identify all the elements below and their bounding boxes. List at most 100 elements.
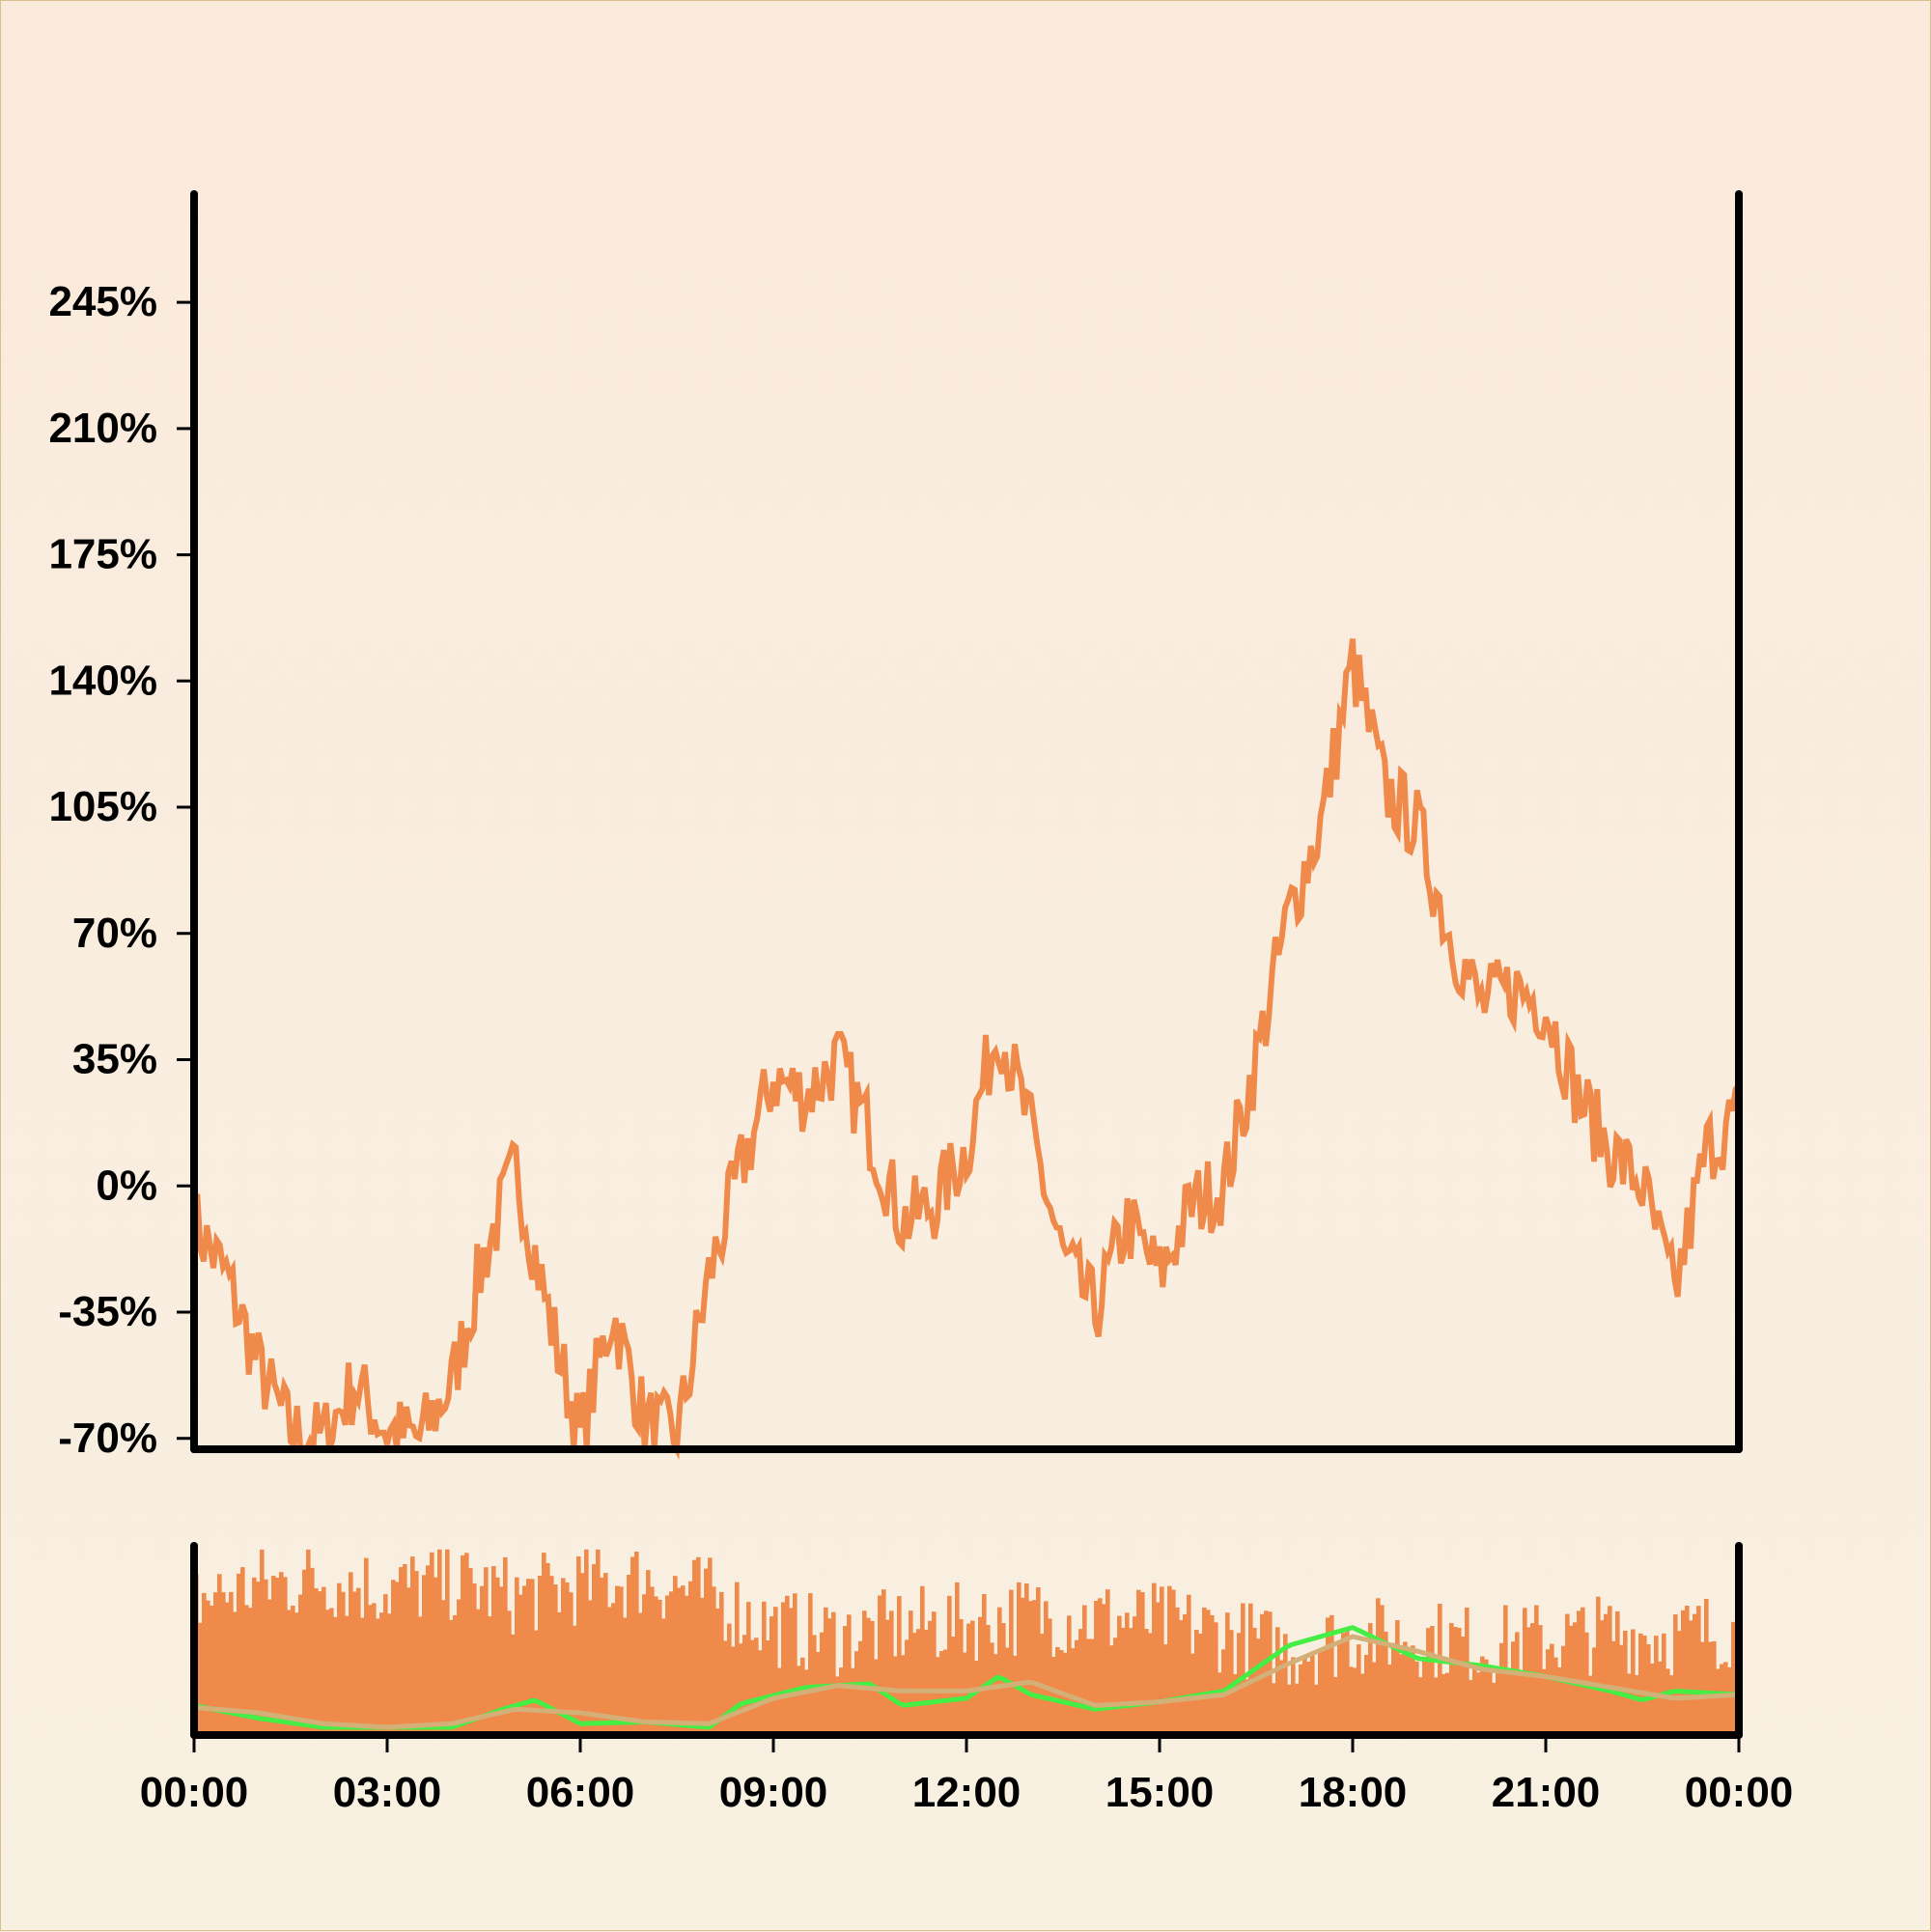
volume-bar [862, 1610, 867, 1735]
volume-bar [1577, 1610, 1581, 1735]
volume-bar [1140, 1592, 1145, 1735]
volume-bar [615, 1585, 620, 1735]
volume-bar [739, 1643, 743, 1735]
volume-bar [889, 1610, 894, 1735]
volume-bar [592, 1564, 597, 1735]
volume-bar [808, 1593, 813, 1735]
volume-bar [1202, 1607, 1207, 1735]
volume-bar [1094, 1601, 1099, 1735]
volume-bar [654, 1596, 658, 1735]
volume-bar [1414, 1661, 1419, 1735]
volume-bar [839, 1667, 844, 1735]
volume-bar [800, 1657, 805, 1735]
volume-bar [248, 1608, 253, 1735]
volume-bar [546, 1562, 550, 1735]
volume-bar [1727, 1666, 1732, 1735]
volume-bar [1090, 1638, 1095, 1735]
volume-bar [434, 1577, 438, 1735]
volume-bar [1403, 1641, 1408, 1735]
volume-bar [1376, 1598, 1381, 1735]
volume-bar [1438, 1604, 1442, 1735]
volume-bar [287, 1610, 292, 1735]
volume-bar [1013, 1655, 1018, 1735]
volume-bar [1044, 1601, 1049, 1735]
volume-bar [403, 1564, 407, 1735]
volume-bar [1198, 1634, 1203, 1735]
volume-bar [1214, 1622, 1218, 1735]
y-tick-label: 140% [48, 657, 157, 704]
volume-bar [1075, 1639, 1079, 1735]
volume-bar [1345, 1627, 1350, 1735]
volume-bar [557, 1611, 562, 1735]
volume-bar [1712, 1640, 1717, 1735]
volume-bar [1476, 1672, 1481, 1735]
volume-bar [1604, 1613, 1609, 1735]
volume-bar [1704, 1599, 1709, 1735]
volume-bar [658, 1599, 662, 1735]
volume-bar [1314, 1684, 1319, 1735]
volume-bar [1241, 1603, 1245, 1735]
volume-bar [1133, 1616, 1137, 1735]
volume-bar [430, 1552, 434, 1735]
volume-bar [1681, 1610, 1686, 1735]
volume-bar [951, 1637, 956, 1735]
volume-bar [596, 1549, 601, 1735]
volume-bar [824, 1607, 828, 1735]
x-tick-label: 12:00 [912, 1769, 1021, 1816]
volume-bar [333, 1616, 338, 1735]
volume-bar [1449, 1623, 1454, 1735]
volume-bar [495, 1577, 500, 1735]
volume-bar [1082, 1605, 1087, 1735]
volume-bar [1472, 1666, 1477, 1735]
volume-bar [708, 1557, 713, 1735]
volume-bar [959, 1619, 964, 1735]
volume-bar [1233, 1673, 1238, 1735]
volume-bar [688, 1581, 693, 1735]
volume-bar [1546, 1649, 1551, 1735]
volume-bar [1217, 1672, 1222, 1735]
volume-bar [770, 1616, 774, 1735]
volume-bar [1086, 1638, 1091, 1735]
volume-bar [963, 1652, 967, 1735]
volume-bar [1105, 1589, 1110, 1735]
y-tick-label: 70% [72, 910, 157, 957]
volume-bar [797, 1666, 801, 1735]
volume-bar [630, 1556, 635, 1735]
volume-bar [1187, 1594, 1191, 1735]
volume-bar [1194, 1630, 1199, 1735]
volume-bar [789, 1608, 794, 1735]
volume-bar [685, 1595, 689, 1735]
volume-bar [773, 1607, 778, 1735]
volume-bar [383, 1594, 388, 1735]
volume-bar [642, 1594, 647, 1735]
volume-bar [318, 1591, 322, 1735]
volume-bar [1353, 1667, 1357, 1735]
volume-bar [851, 1667, 855, 1735]
volume-bar [364, 1557, 369, 1735]
volume-bar [379, 1612, 384, 1735]
volume-bar [762, 1601, 767, 1735]
volume-bar [1279, 1660, 1284, 1735]
volume-bar [329, 1608, 334, 1735]
x-tick-label: 15:00 [1105, 1769, 1215, 1816]
volume-bar [406, 1587, 411, 1735]
volume-bar [341, 1591, 346, 1735]
volume-bar [646, 1570, 651, 1735]
volume-bar [793, 1593, 798, 1735]
volume-bar [569, 1592, 574, 1735]
volume-bar [1731, 1621, 1736, 1735]
volume-bar [457, 1599, 462, 1735]
volume-bar [742, 1635, 747, 1735]
volume-bar [1553, 1657, 1558, 1735]
volume-bar [916, 1629, 921, 1735]
y-tick-label: -70% [58, 1414, 157, 1462]
volume-bar [1272, 1683, 1276, 1735]
volume-bar [1662, 1633, 1666, 1735]
volume-bar [345, 1615, 350, 1735]
volume-bar [210, 1606, 214, 1735]
volume-bar [924, 1629, 929, 1735]
volume-bar [1422, 1660, 1427, 1735]
volume-bar [974, 1661, 979, 1735]
x-tick-label: 21:00 [1492, 1769, 1601, 1816]
volume-bar [534, 1630, 539, 1735]
